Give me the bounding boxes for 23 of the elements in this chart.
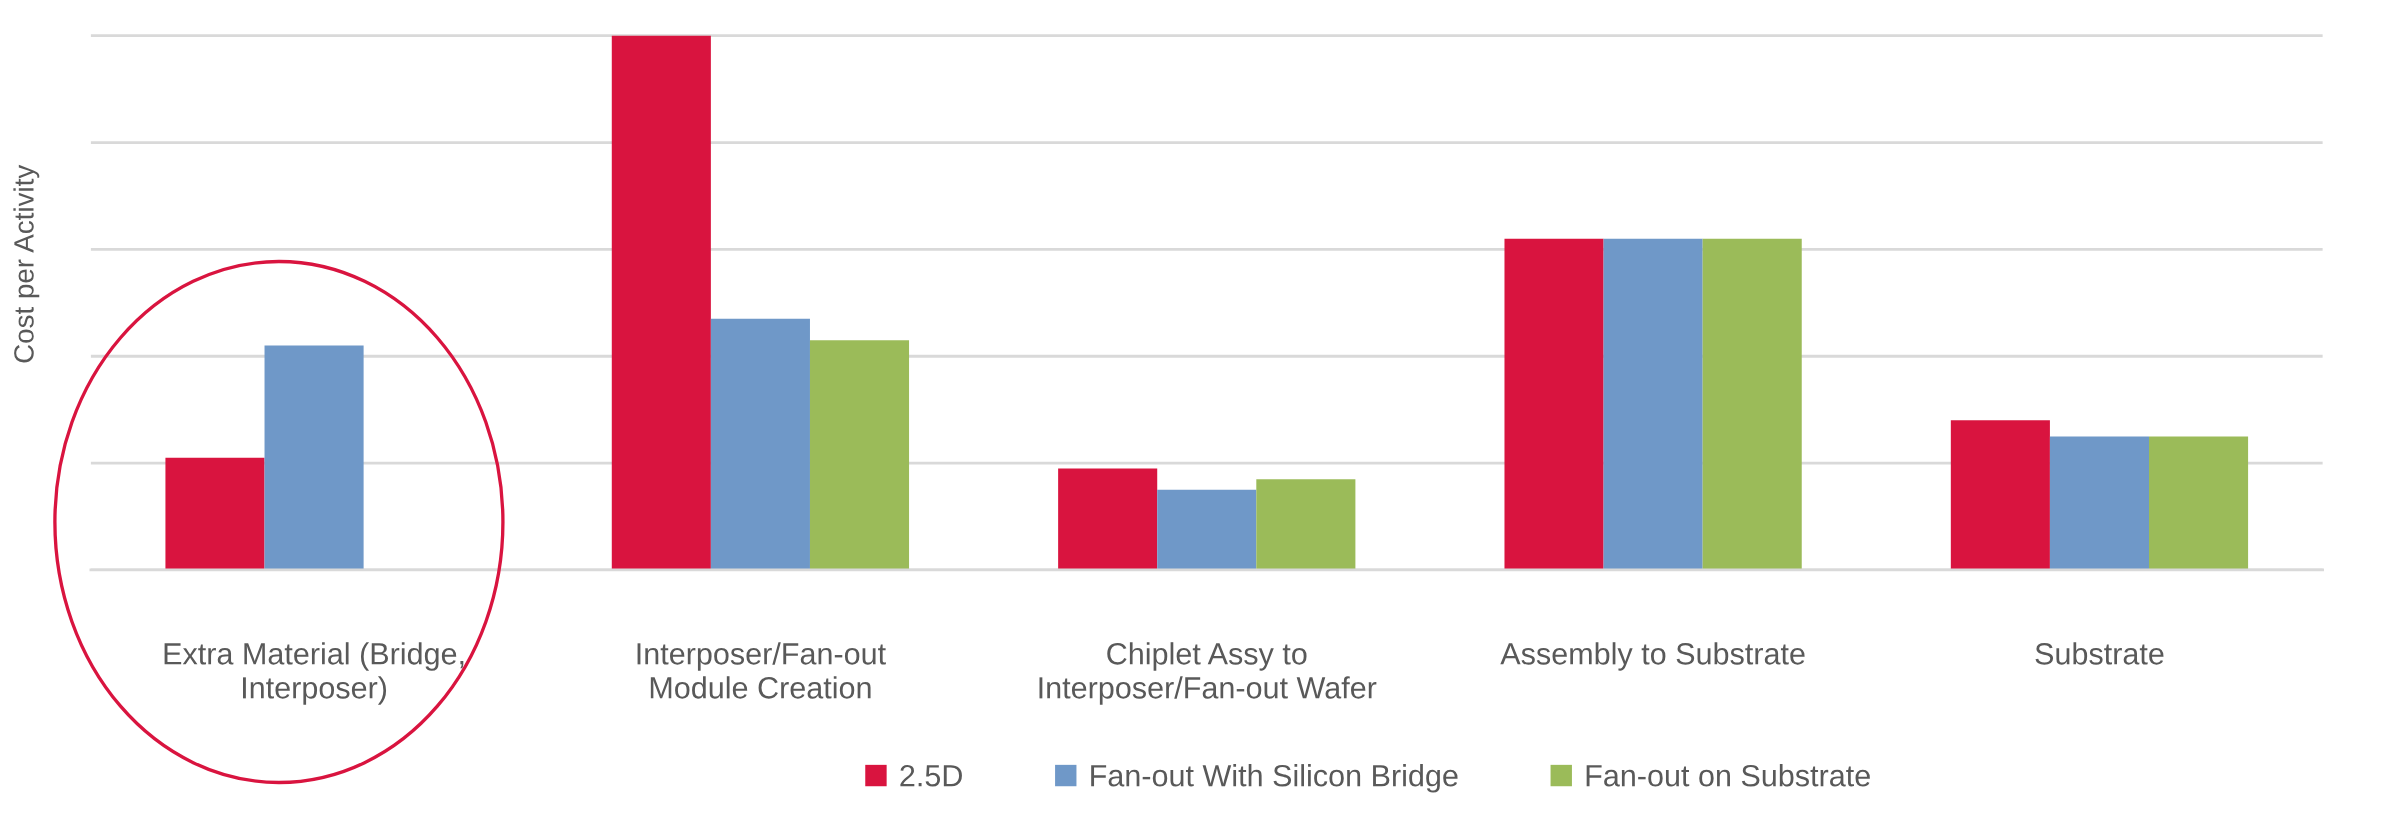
bar [165, 457, 265, 570]
x-tick-label: Chiplet Assy to Interposer/Fan-out Wafer [1039, 642, 1377, 705]
bar [2049, 436, 2149, 570]
bar [710, 318, 810, 570]
bar [2149, 436, 2249, 570]
legend-label: Fan-out With Silicon Bridge [1091, 764, 1458, 793]
bar [1603, 238, 1703, 570]
y-axis-title: Cost per Activity [13, 164, 40, 363]
bar [1504, 238, 1604, 570]
x-tick-label: Substrate [2035, 642, 2164, 665]
bar [1256, 479, 1356, 570]
bar [1157, 489, 1257, 570]
bar [611, 35, 711, 570]
bar [264, 345, 364, 570]
bar [1702, 238, 1802, 570]
legend-label: 2.5D [900, 764, 962, 787]
x-tick-label: Assembly to Substrate [1500, 642, 1805, 671]
bar [1058, 468, 1158, 570]
bar [1950, 420, 2050, 570]
x-tick-label: Extra Material (Bridge, Interposer) [164, 642, 464, 705]
bar [809, 340, 910, 570]
x-tick-label: Interposer/Fan-out Module Creation [637, 642, 886, 699]
legend-label: Fan-out on Substrate [1586, 764, 1870, 787]
